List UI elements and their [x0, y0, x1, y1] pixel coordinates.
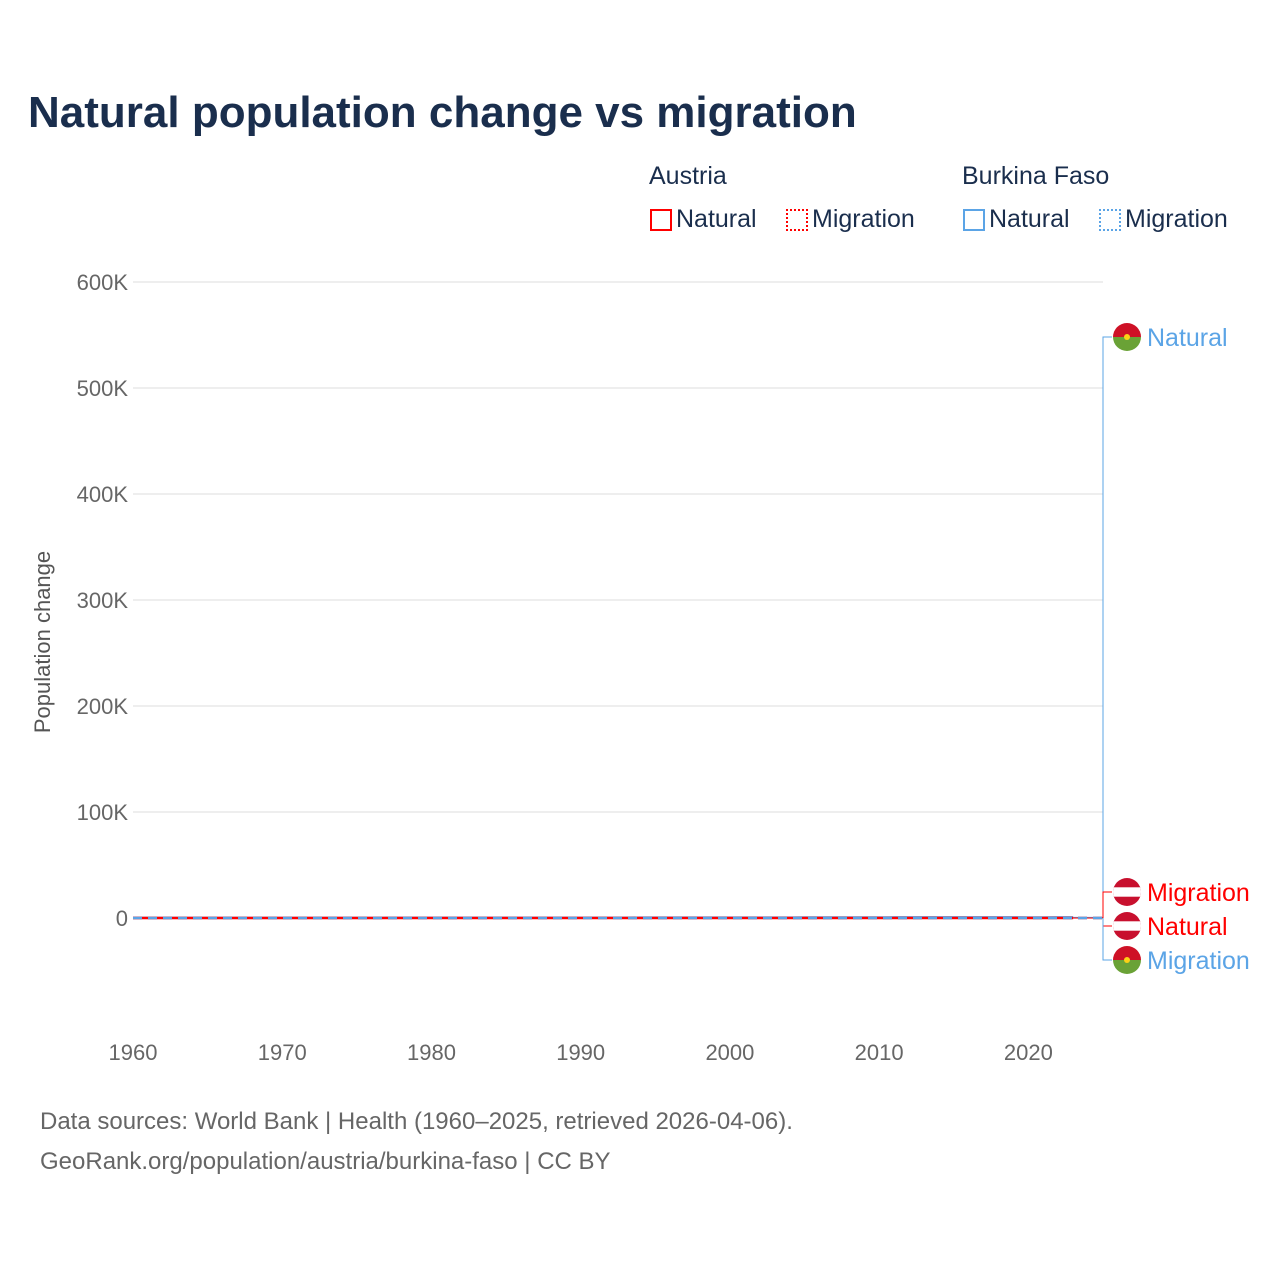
y-tick-label: 100K [77, 800, 129, 825]
x-tick-label: 2000 [705, 1040, 754, 1065]
y-tick-label: 300K [77, 588, 129, 613]
y-tick-label: 400K [77, 482, 129, 507]
x-tick-label: 1980 [407, 1040, 456, 1065]
series-end-label: Natural [1147, 913, 1228, 941]
y-tick-label: 0 [116, 906, 128, 931]
austria-flag-icon [1113, 878, 1141, 906]
x-tick-label: 1960 [109, 1040, 158, 1065]
legend-swatch-dotted [786, 208, 808, 231]
x-tick-label: 2020 [1004, 1040, 1053, 1065]
series-end-label: Natural [1147, 324, 1228, 352]
footer-sources: Data sources: World Bank | Health (1960–… [40, 1108, 793, 1135]
chart-title: Natural population change vs migration [28, 88, 857, 137]
y-axis-label: Population change [30, 551, 55, 733]
label-connector [1102, 918, 1112, 961]
series-end-label: Migration [1147, 879, 1250, 907]
label-connector [1073, 336, 1112, 918]
legend-swatch-solid [963, 208, 985, 231]
x-tick-label: 2010 [855, 1040, 904, 1065]
burkina-faso-flag-icon [1113, 323, 1141, 351]
legend-group-austria: Austria [649, 162, 727, 190]
legend-austria-natural[interactable]: Natural [650, 205, 757, 234]
legend-burkina-natural[interactable]: Natural [963, 205, 1070, 234]
footer-link[interactable]: GeoRank.org/population/austria/burkina-f… [40, 1148, 611, 1175]
legend-label: Migration [812, 205, 915, 233]
legend-label: Natural [989, 205, 1070, 233]
x-tick-label: 1970 [258, 1040, 307, 1065]
y-tick-label: 200K [77, 694, 129, 719]
burkina-faso-flag-icon [1113, 946, 1141, 974]
austria-flag-icon [1113, 912, 1141, 940]
legend-austria-migration[interactable]: Migration [786, 205, 915, 234]
legend-swatch-solid [650, 208, 672, 231]
legend-group-burkina-faso: Burkina Faso [962, 162, 1110, 190]
label-connector [1102, 891, 1112, 918]
legend-swatch-dotted [1099, 208, 1121, 231]
legend-burkina-migration[interactable]: Migration [1099, 205, 1228, 234]
legend-label: Migration [1125, 205, 1228, 233]
y-tick-label: 500K [77, 376, 129, 401]
y-tick-label: 600K [77, 270, 129, 295]
series-end-label: Migration [1147, 947, 1250, 975]
legend-label: Natural [676, 205, 757, 233]
x-tick-label: 1990 [556, 1040, 605, 1065]
